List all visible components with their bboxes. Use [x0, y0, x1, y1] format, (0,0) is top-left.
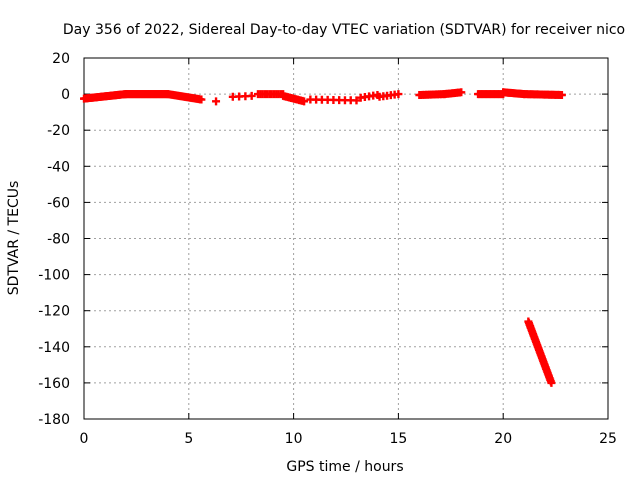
y-tick-label: -20: [47, 123, 70, 139]
y-tick-label: -60: [47, 195, 70, 211]
y-tick-label: -40: [47, 159, 70, 175]
data-point: [457, 88, 466, 97]
y-tick-label: -100: [38, 268, 70, 284]
x-axis-label: GPS time / hours: [286, 459, 403, 475]
y-tick-label: -80: [47, 232, 70, 248]
x-tick-label: 10: [285, 431, 303, 447]
grid-lines: [84, 58, 608, 419]
data-markers: [80, 88, 566, 387]
y-tick-label: -120: [38, 304, 70, 320]
data-point: [247, 91, 256, 100]
data-point: [547, 378, 556, 387]
x-tick-label: 20: [494, 431, 512, 447]
data-point: [352, 96, 361, 105]
chart-title: Day 356 of 2022, Sidereal Day-to-day VTE…: [63, 22, 625, 38]
y-axis-label: SDTVAR / TECUs: [6, 181, 22, 296]
x-tick-label: 15: [389, 431, 407, 447]
data-point: [300, 97, 309, 106]
y-tick-label: -140: [38, 340, 70, 356]
data-point: [212, 97, 221, 106]
y-tick-label: 20: [52, 51, 70, 67]
x-tick-label: 0: [80, 431, 89, 447]
data-point: [557, 91, 566, 100]
data-point: [197, 95, 206, 104]
tick-labels: 0 5 10 15 20 25 20 0 -20 -40 -60 -80 -100 -120 -140 -16…: [38, 51, 617, 447]
x-tick-label: 5: [184, 431, 193, 447]
y-tick-label: 0: [61, 87, 70, 103]
y-tick-label: -160: [38, 376, 70, 392]
data-point: [394, 90, 403, 99]
axis-ticks: [83, 57, 609, 420]
x-tick-label: 25: [599, 431, 617, 447]
y-tick-label: -180: [38, 412, 70, 428]
